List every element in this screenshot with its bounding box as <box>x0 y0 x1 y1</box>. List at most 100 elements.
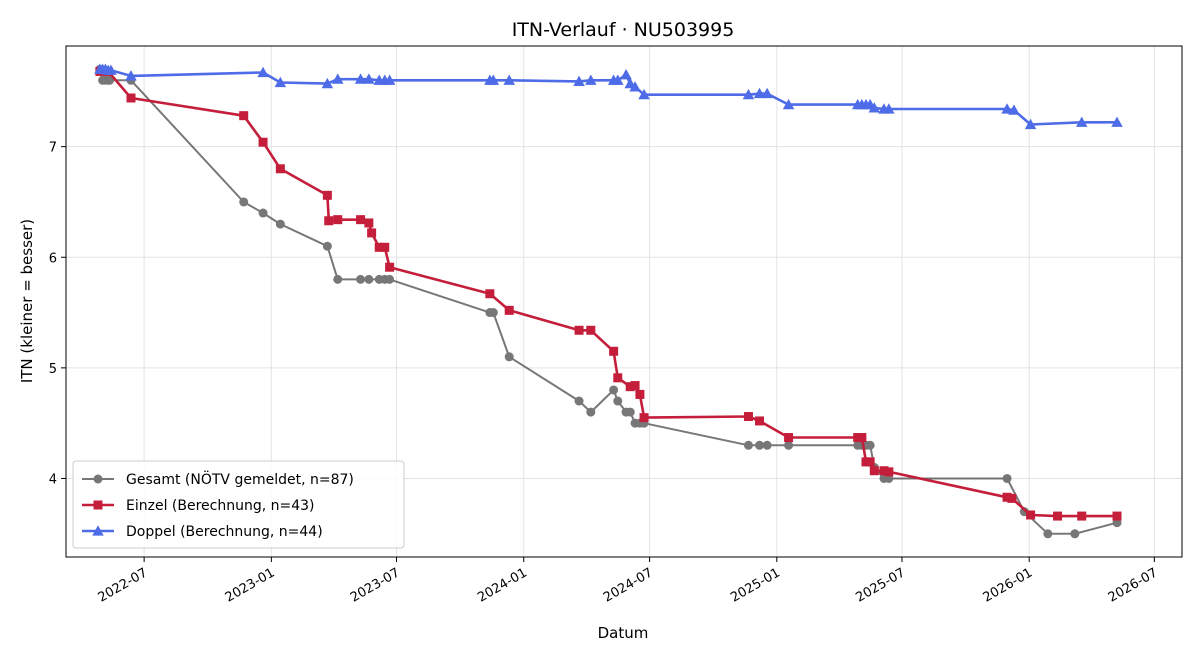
data-point <box>620 69 632 80</box>
y-tick-label: 7 <box>49 141 57 156</box>
series-triangle <box>94 63 1123 130</box>
data-point <box>613 396 623 406</box>
data-point <box>324 216 334 226</box>
legend-swatch-marker <box>93 500 103 510</box>
data-point <box>363 73 375 84</box>
data-point <box>126 93 136 103</box>
data-point <box>869 466 879 476</box>
x-tick-label: 2023-01 <box>223 565 278 605</box>
y-tick-label: 4 <box>49 472 57 487</box>
x-tick-label: 2024-07 <box>601 565 656 605</box>
data-point <box>573 75 585 86</box>
data-point <box>1053 511 1063 521</box>
data-point <box>380 242 390 252</box>
data-point <box>883 103 895 114</box>
data-point <box>356 215 366 225</box>
data-point <box>865 457 875 467</box>
data-point <box>503 74 515 85</box>
data-point <box>638 88 650 100</box>
legend-entry <box>82 525 114 536</box>
data-point <box>625 382 635 392</box>
x-tick-label: 2026-07 <box>1106 565 1161 605</box>
x-tick-label: 2025-01 <box>728 565 783 605</box>
data-point <box>275 164 285 174</box>
data-point <box>239 197 249 207</box>
data-point <box>274 76 287 88</box>
data-point <box>322 190 332 200</box>
data-point <box>504 305 514 315</box>
data-point <box>609 385 619 395</box>
legend-box <box>72 460 405 549</box>
data-point <box>625 407 635 417</box>
data-point <box>321 77 334 89</box>
data-point <box>385 274 395 284</box>
data-point <box>755 416 765 426</box>
data-point <box>585 74 597 85</box>
series-line <box>99 70 1117 518</box>
data-point <box>784 440 794 450</box>
data-point <box>488 308 498 318</box>
data-point <box>354 73 367 84</box>
x-tick-label: 2023-07 <box>348 565 403 605</box>
legend-swatch-marker <box>93 474 103 484</box>
data-point <box>239 111 249 121</box>
data-point <box>364 218 374 228</box>
data-point <box>1070 529 1080 539</box>
data-point <box>743 412 753 422</box>
data-point <box>635 389 645 399</box>
data-point <box>1077 511 1087 521</box>
legend-entry <box>82 474 114 484</box>
data-point <box>1112 511 1122 521</box>
data-point <box>1043 529 1053 539</box>
data-point <box>356 274 366 284</box>
data-point <box>782 98 795 110</box>
series-layer <box>94 63 1123 539</box>
data-point <box>367 228 377 238</box>
data-point <box>586 407 596 417</box>
data-point <box>755 440 765 450</box>
data-point <box>784 433 794 443</box>
data-point <box>868 102 881 113</box>
series-square <box>95 66 1122 521</box>
data-point <box>879 466 889 476</box>
data-point <box>383 74 396 85</box>
data-point <box>1007 493 1017 503</box>
data-point <box>258 208 268 218</box>
data-point <box>1111 116 1123 127</box>
data-point <box>374 242 384 252</box>
y-axis-label: ITN (kleiner = besser) <box>18 219 36 383</box>
data-point <box>629 81 641 92</box>
data-point <box>105 75 115 85</box>
legend-label: Doppel (Berechnung, n=44) <box>126 524 323 540</box>
data-point <box>857 433 867 443</box>
data-point <box>574 396 584 406</box>
data-point <box>762 440 772 450</box>
data-point <box>1026 510 1036 520</box>
x-tick-label: 2024-01 <box>475 565 530 605</box>
data-point <box>613 373 623 383</box>
data-point <box>609 346 619 356</box>
data-point <box>125 70 137 81</box>
data-point <box>1002 473 1012 483</box>
data-point <box>333 215 343 225</box>
legend-swatch-marker <box>92 525 104 536</box>
data-point <box>586 325 596 335</box>
data-point <box>1008 104 1020 115</box>
y-tick-label: 5 <box>49 362 57 377</box>
data-point <box>612 74 624 85</box>
data-point <box>884 467 894 477</box>
data-point <box>322 241 332 251</box>
data-point <box>275 219 285 229</box>
data-point <box>574 325 584 335</box>
data-point <box>385 262 395 272</box>
data-point <box>333 274 343 284</box>
legend-entry <box>82 500 114 510</box>
data-point <box>331 73 344 84</box>
data-point <box>630 381 640 391</box>
data-point <box>257 66 269 78</box>
x-axis-label: Datum <box>598 624 649 642</box>
data-point <box>639 413 649 423</box>
data-point <box>364 274 374 284</box>
data-point <box>105 64 117 75</box>
